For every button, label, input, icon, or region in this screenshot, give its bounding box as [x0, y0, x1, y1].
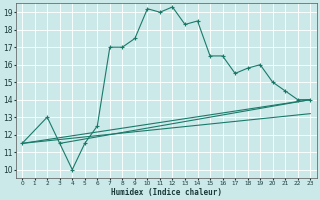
X-axis label: Humidex (Indice chaleur): Humidex (Indice chaleur): [111, 188, 222, 197]
